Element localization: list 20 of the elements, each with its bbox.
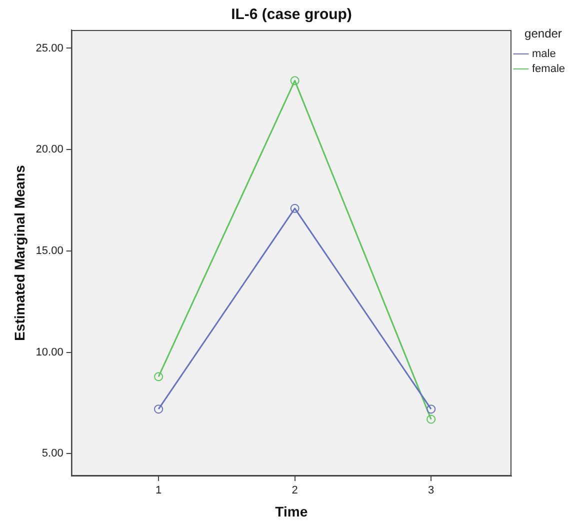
y-axis-title: Estimated Marginal Means — [11, 164, 28, 341]
y-tick-label: 10.00 — [36, 346, 64, 358]
y-tick-label: 20.00 — [36, 144, 64, 156]
chart-title: IL-6 (case group) — [231, 6, 352, 24]
point — [426, 404, 436, 414]
point — [154, 372, 164, 382]
y-tick-label: 15.00 — [36, 245, 64, 258]
point — [426, 414, 436, 424]
x-tick-label: 3 — [428, 484, 434, 497]
legend-title: gender — [524, 26, 562, 40]
point — [290, 76, 300, 86]
x-tick-label: 1 — [155, 484, 162, 497]
y-tick-label: 5.00 — [42, 448, 64, 460]
x-axis-title: Time — [275, 503, 308, 520]
point — [154, 404, 164, 414]
x-tick-label: 2 — [292, 484, 298, 497]
y-tick-label: 25.00 — [36, 42, 64, 54]
legend-label: female — [532, 62, 566, 75]
legend-label: male — [532, 48, 556, 60]
point — [290, 204, 300, 213]
